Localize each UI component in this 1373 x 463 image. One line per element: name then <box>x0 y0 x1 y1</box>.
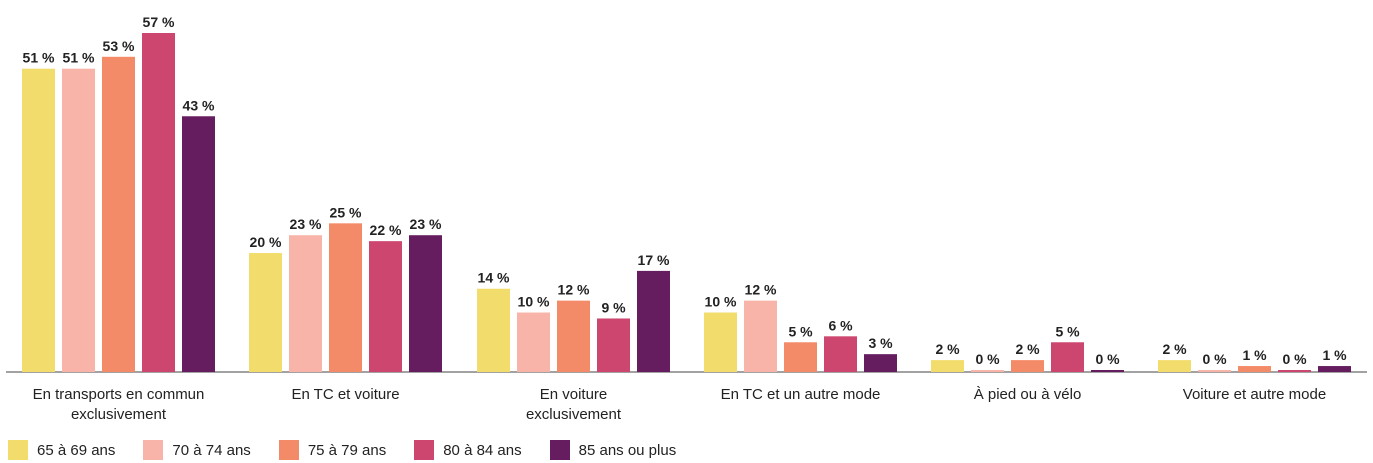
data-label-65-69-cat-5: 2 % <box>1162 341 1187 357</box>
bar-zero-85-plus-cat-4 <box>1091 370 1124 372</box>
bar-75-79-cat-2 <box>557 300 590 372</box>
data-label-80-84-cat-5: 0 % <box>1282 351 1307 367</box>
legend-item-70-74: 70 à 74 ans <box>143 440 251 460</box>
legend-label-65-69: 65 à 69 ans <box>37 441 116 459</box>
bar-85-plus-cat-3 <box>864 354 897 372</box>
bar-chart: 51 % 51 % 53 % 57 % 43 % En transports en com… <box>6 14 1367 423</box>
legend-swatch-80-84 <box>414 440 435 460</box>
data-label-85-plus-cat-2: 17 % <box>638 252 670 268</box>
bar-70-74-cat-1 <box>289 235 322 372</box>
bar-80-84-cat-4 <box>1051 342 1084 372</box>
data-label-75-79-cat-0: 53 % <box>103 38 135 54</box>
data-label-80-84-cat-0: 57 % <box>143 14 175 30</box>
bar-75-79-cat-1 <box>329 223 362 372</box>
bar-70-74-cat-2 <box>517 312 550 372</box>
data-label-80-84-cat-3: 6 % <box>828 317 853 333</box>
bar-80-84-cat-3 <box>824 336 857 372</box>
data-label-65-69-cat-1: 20 % <box>250 234 282 250</box>
legend-swatch-75-79 <box>278 440 299 460</box>
data-label-65-69-cat-0: 51 % <box>23 50 55 66</box>
bar-zero-80-84-cat-5 <box>1278 370 1311 372</box>
data-label-85-plus-cat-4: 0 % <box>1095 351 1120 367</box>
bar-70-74-cat-3 <box>744 300 777 372</box>
data-label-75-79-cat-2: 12 % <box>558 282 590 298</box>
category-label-4-line-0: À pied ou à vélo <box>974 386 1082 403</box>
data-label-85-plus-cat-1: 23 % <box>410 216 442 232</box>
data-label-70-74-cat-3: 12 % <box>745 282 777 298</box>
legend-swatch-70-74 <box>143 440 164 460</box>
category-label-0-line-1: exclusivement <box>71 406 167 423</box>
data-label-80-84-cat-1: 22 % <box>370 222 402 238</box>
bar-65-69-cat-0 <box>22 68 55 373</box>
bar-65-69-cat-4 <box>931 360 964 372</box>
legend-label-80-84: 80 à 84 ans <box>443 441 522 459</box>
data-label-70-74-cat-1: 23 % <box>290 216 322 232</box>
category-label-5-line-0: Voiture et autre mode <box>1183 386 1326 403</box>
legend-item-85-plus: 85 ans ou plus <box>549 440 677 460</box>
legend-swatch-65-69 <box>8 440 28 460</box>
legend-label-75-79: 75 à 79 ans <box>307 441 387 459</box>
data-label-85-plus-cat-5: 1 % <box>1322 347 1347 363</box>
bar-zero-70-74-cat-5 <box>1198 370 1231 372</box>
bar-75-79-cat-5 <box>1238 366 1271 372</box>
category-label-2-line-1: exclusivement <box>526 406 622 423</box>
data-label-75-79-cat-4: 2 % <box>1015 341 1040 357</box>
data-label-85-plus-cat-0: 43 % <box>183 97 215 113</box>
category-label-0-line-0: En transports en commun <box>33 386 205 403</box>
legend-swatch-85-plus <box>549 440 570 460</box>
data-label-85-plus-cat-3: 3 % <box>868 335 893 351</box>
data-label-65-69-cat-3: 10 % <box>705 294 737 310</box>
bar-zero-70-74-cat-4 <box>971 370 1004 372</box>
category-label-2-line-0: En voiture <box>540 386 608 403</box>
data-label-70-74-cat-2: 10 % <box>518 294 550 310</box>
bar-85-plus-cat-0 <box>182 116 215 373</box>
data-label-80-84-cat-2: 9 % <box>601 299 626 315</box>
bar-65-69-cat-5 <box>1158 360 1191 372</box>
bar-75-79-cat-4 <box>1011 360 1044 372</box>
bar-80-84-cat-0 <box>142 33 175 372</box>
legend: 65 à 69 ans 70 à 74 ans 75 à 79 ans 80 à… <box>8 440 704 460</box>
bar-70-74-cat-0 <box>62 68 95 373</box>
data-label-70-74-cat-4: 0 % <box>975 351 1000 367</box>
data-label-75-79-cat-5: 1 % <box>1242 347 1267 363</box>
bar-85-plus-cat-1 <box>409 235 442 372</box>
bar-65-69-cat-1 <box>249 253 282 372</box>
bar-85-plus-cat-5 <box>1318 366 1351 372</box>
legend-label-70-74: 70 à 74 ans <box>172 441 251 459</box>
data-label-70-74-cat-5: 0 % <box>1202 351 1227 367</box>
category-label-1-line-0: En TC et voiture <box>291 386 399 403</box>
data-label-70-74-cat-0: 51 % <box>63 50 95 66</box>
data-label-75-79-cat-3: 5 % <box>788 323 813 339</box>
bar-75-79-cat-0 <box>102 56 135 372</box>
data-label-75-79-cat-1: 25 % <box>330 204 362 220</box>
bar-65-69-cat-2 <box>477 288 510 372</box>
legend-item-65-69: 65 à 69 ans <box>8 440 115 460</box>
data-label-65-69-cat-4: 2 % <box>935 341 960 357</box>
legend-item-75-79: 75 à 79 ans <box>278 440 387 460</box>
legend-item-80-84: 80 à 84 ans <box>414 440 522 460</box>
category-label-3-line-0: En TC et un autre mode <box>721 386 881 403</box>
bar-65-69-cat-3 <box>704 312 737 372</box>
bar-85-plus-cat-2 <box>637 270 670 372</box>
data-label-80-84-cat-4: 5 % <box>1055 323 1080 339</box>
legend-label-85-plus: 85 ans ou plus <box>578 441 677 459</box>
bar-75-79-cat-3 <box>784 342 817 372</box>
bar-80-84-cat-2 <box>597 318 630 372</box>
bar-80-84-cat-1 <box>369 241 402 372</box>
data-label-65-69-cat-2: 14 % <box>478 270 510 286</box>
